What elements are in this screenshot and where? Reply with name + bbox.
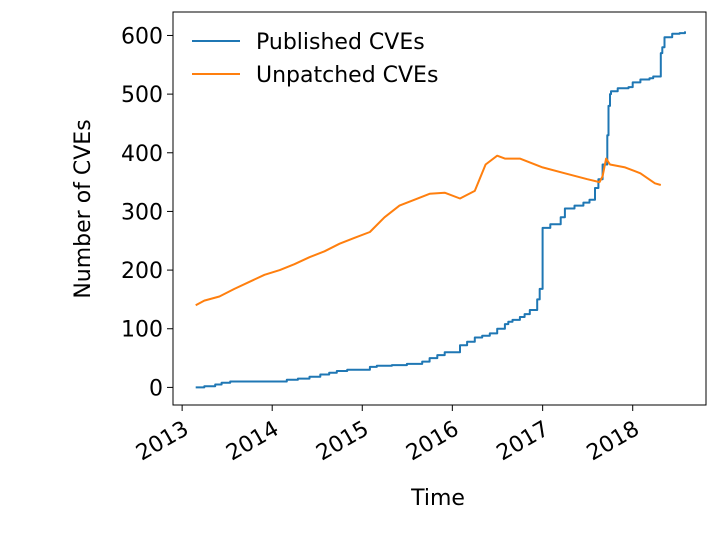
y-tick-label: 300 [121,200,163,225]
legend: Published CVEs Unpatched CVEs [192,30,438,88]
x-tick-layer: 2013 2014 2015 2016 2017 2018 [132,405,644,466]
x-tick-label: 2016 [402,417,463,467]
x-axis-label: Time [410,486,465,511]
plot-frame [172,11,707,406]
y-tick-layer: 0 100 200 300 400 500 600 [121,24,173,401]
y-axis-label: Number of CVEs [71,119,96,298]
legend-label-published: Published CVEs [256,30,425,55]
y-tick-label: 100 [121,318,163,343]
x-tick-label: 2017 [493,417,554,467]
x-tick-label: 2018 [583,417,644,467]
x-tick-label: 2013 [132,417,193,467]
series-line-unpatched-cves [195,154,662,307]
y-tick-label: 600 [121,24,163,49]
y-tick-label: 0 [149,376,163,401]
y-tick-label: 500 [121,83,163,108]
y-tick-label: 200 [121,259,163,284]
legend-label-unpatched: Unpatched CVEs [256,63,438,88]
x-tick-label: 2014 [222,417,283,467]
y-tick-label: 400 [121,142,163,167]
series-layer [195,31,686,389]
series-line-published-cves [195,31,686,389]
x-tick-label: 2015 [312,417,373,467]
